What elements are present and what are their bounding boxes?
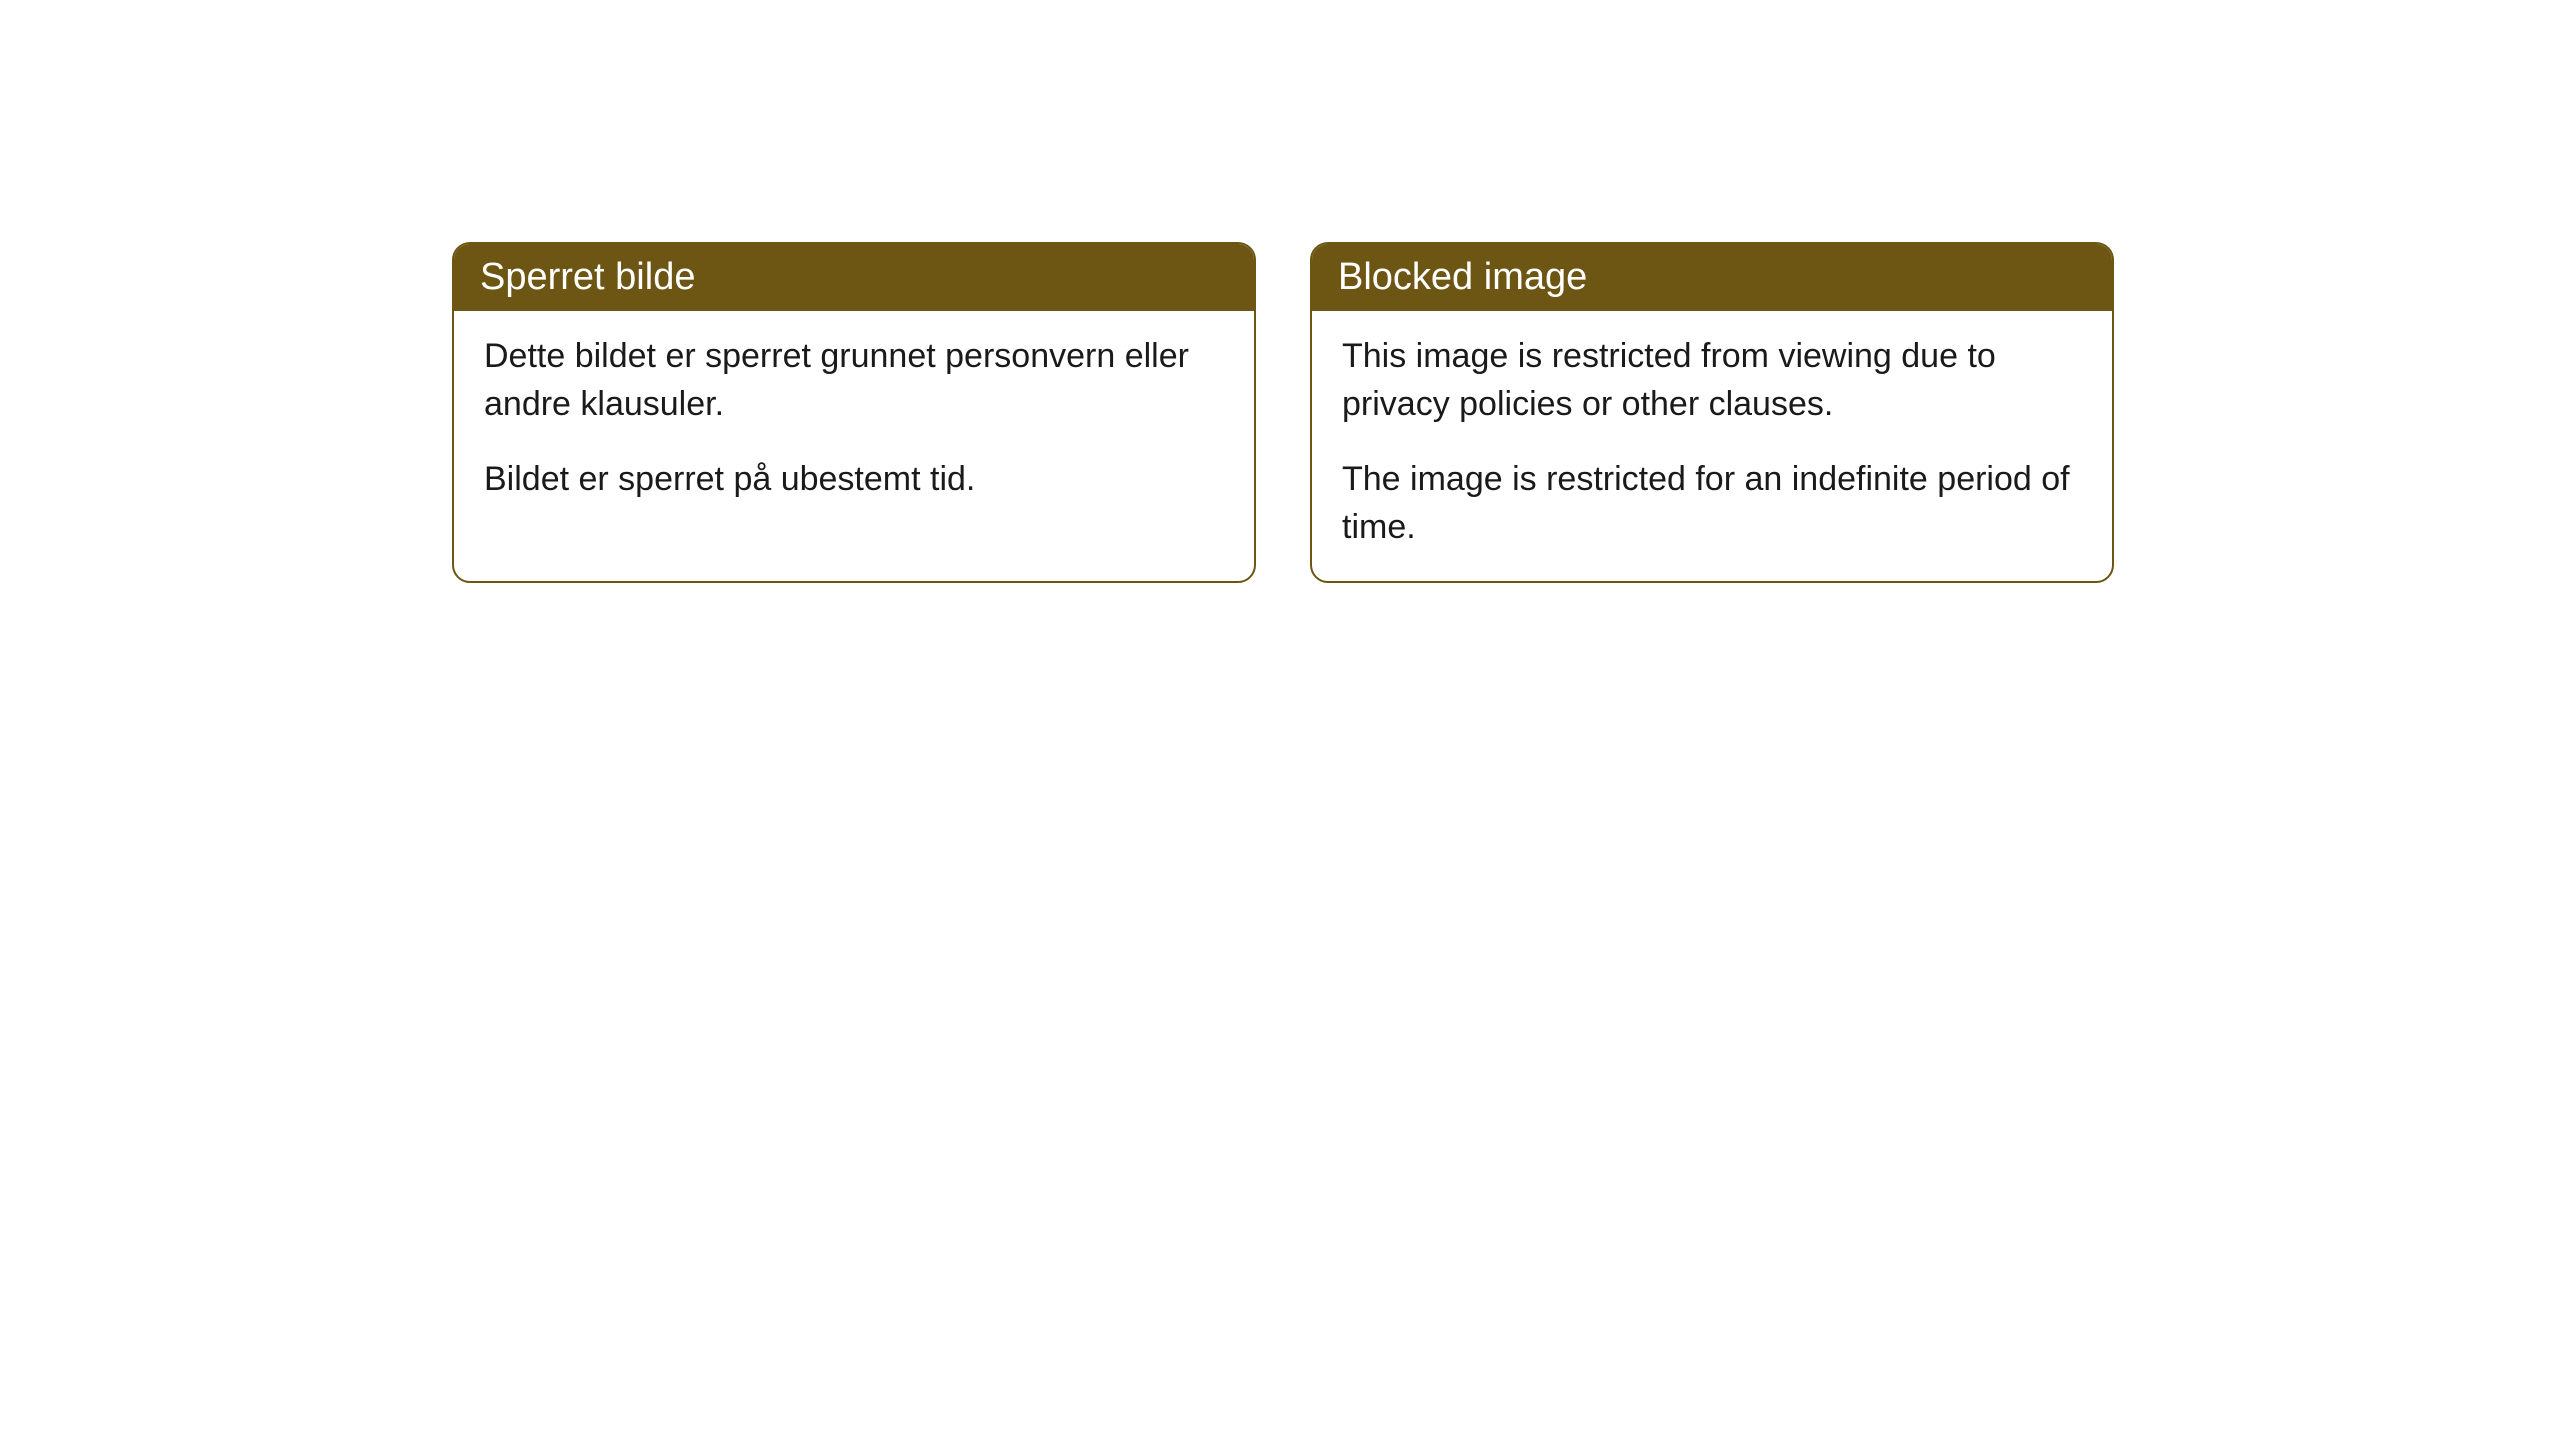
card-body-norwegian: Dette bildet er sperret grunnet personve… xyxy=(454,311,1254,534)
card-paragraph-1: Dette bildet er sperret grunnet personve… xyxy=(484,333,1224,428)
card-english: Blocked image This image is restricted f… xyxy=(1310,242,2114,583)
card-body-english: This image is restricted from viewing du… xyxy=(1312,311,2112,581)
card-header-norwegian: Sperret bilde xyxy=(454,244,1254,311)
cards-container: Sperret bilde Dette bildet er sperret gr… xyxy=(452,242,2114,583)
card-paragraph-2: The image is restricted for an indefinit… xyxy=(1342,456,2082,551)
card-header-english: Blocked image xyxy=(1312,244,2112,311)
card-norwegian: Sperret bilde Dette bildet er sperret gr… xyxy=(452,242,1256,583)
card-paragraph-1: This image is restricted from viewing du… xyxy=(1342,333,2082,428)
card-paragraph-2: Bildet er sperret på ubestemt tid. xyxy=(484,456,1224,504)
